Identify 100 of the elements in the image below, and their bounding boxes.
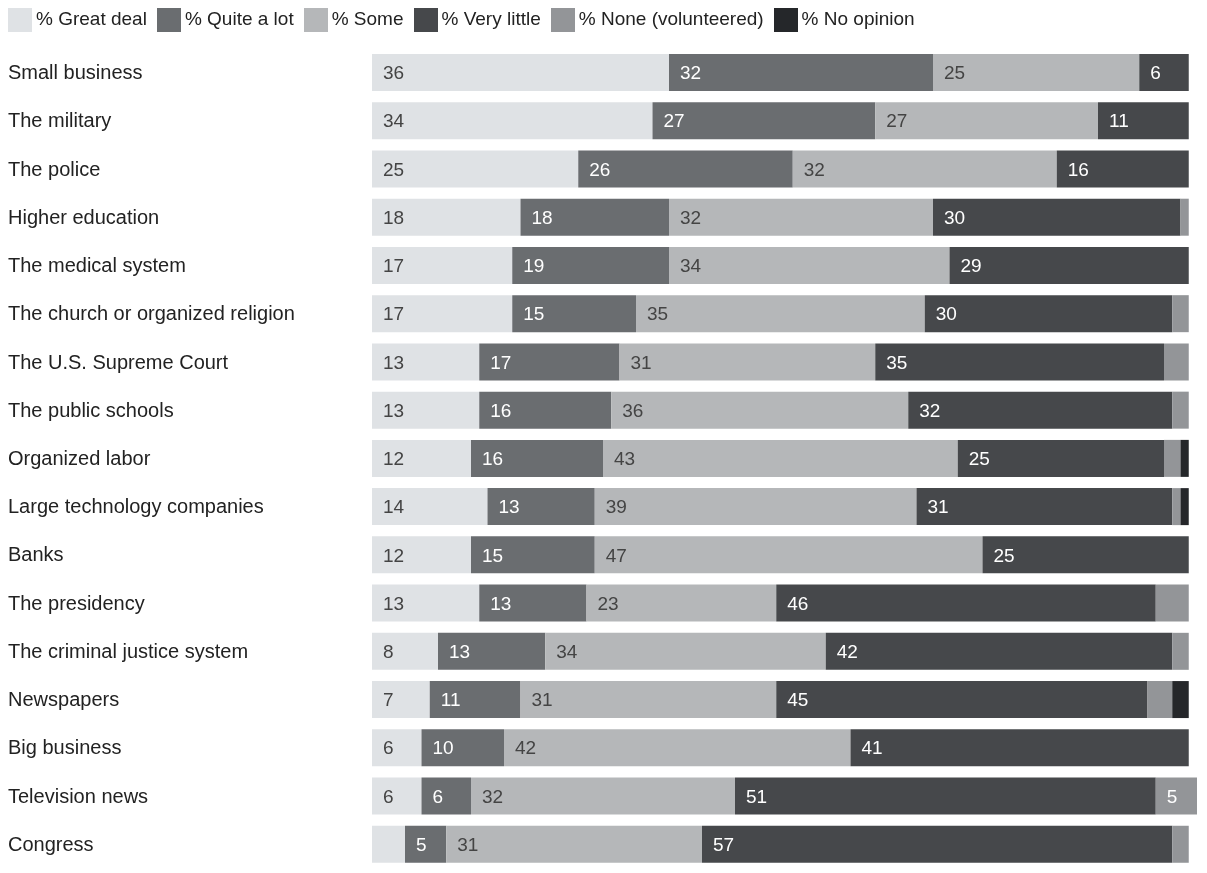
bar: [372, 54, 669, 91]
data-label: 23: [597, 592, 619, 614]
data-label: 17: [383, 303, 405, 325]
data-label: 16: [482, 448, 504, 470]
bar: [636, 295, 925, 333]
bar: [372, 536, 471, 574]
bar: [924, 295, 1173, 333]
bar: [933, 54, 1140, 91]
legend-label: % None (volunteered): [578, 8, 764, 30]
y-tick-label: The church or organized religion: [8, 302, 295, 325]
bar: [669, 246, 950, 284]
y-tick-label: Small business: [8, 61, 143, 84]
y-tick-label: Television news: [8, 784, 149, 807]
data-label: 35: [647, 303, 669, 325]
data-label: 27: [886, 110, 908, 132]
data-label: 6: [383, 737, 394, 759]
data-label: 36: [622, 399, 644, 421]
bar: [586, 584, 777, 622]
y-tick-label: The police: [8, 157, 101, 180]
bar: [933, 198, 1181, 236]
bar: [405, 825, 447, 863]
data-label: 26: [589, 158, 611, 180]
data-label: 6: [432, 785, 444, 807]
bar: [1172, 295, 1189, 333]
y-tick-label: The criminal justice system: [8, 639, 249, 662]
data-label: 15: [482, 544, 504, 566]
data-label: 17: [490, 351, 512, 373]
bar: [479, 343, 620, 381]
y-tick-label: The public schools: [8, 398, 174, 421]
data-label: 16: [1067, 158, 1089, 180]
bar: [1155, 584, 1189, 622]
y-tick-label: Organized labor: [8, 447, 151, 469]
bar: [669, 54, 933, 91]
bar: [1056, 150, 1189, 188]
data-label: 16: [490, 399, 512, 421]
bar: [1172, 632, 1189, 670]
data-label: 8: [383, 640, 394, 662]
bar: [429, 681, 521, 719]
data-label: 32: [680, 206, 702, 228]
y-tick-label: The military: [8, 109, 112, 132]
bar: [735, 777, 1156, 815]
bar: [1180, 439, 1189, 477]
bar: [372, 343, 480, 381]
data-label: 32: [919, 399, 941, 421]
bar: [479, 584, 587, 622]
data-label: 18: [383, 206, 405, 228]
bar: [1180, 488, 1189, 526]
bar: [372, 439, 471, 477]
data-label: 34: [383, 110, 405, 132]
bar: [372, 295, 513, 333]
data-label: 14: [383, 496, 405, 518]
data-label: 29: [960, 255, 982, 277]
y-tick-label: Big business: [8, 736, 122, 759]
data-label: 5: [416, 833, 427, 855]
data-label: 31: [457, 833, 479, 855]
bar: [372, 246, 513, 284]
data-label: 25: [993, 544, 1015, 566]
data-label: 42: [836, 640, 858, 662]
data-label: 7: [383, 689, 394, 711]
bar: [421, 729, 504, 767]
data-label: 27: [663, 110, 685, 132]
data-label: 11: [440, 689, 461, 711]
data-label: 19: [523, 255, 545, 277]
bar: [908, 391, 1173, 429]
bar: [1172, 825, 1189, 863]
bar: [1172, 488, 1181, 526]
data-label: 51: [746, 785, 768, 807]
bar: [471, 439, 603, 477]
bar: [594, 536, 983, 574]
bar: [1155, 777, 1197, 815]
legend-label: % Some: [331, 8, 404, 30]
bar: [916, 488, 1173, 526]
bar: [520, 681, 777, 719]
bar: [372, 584, 480, 622]
data-label: 32: [680, 62, 702, 84]
data-label: 31: [927, 496, 949, 518]
bar: [479, 391, 612, 429]
data-label: 31: [630, 351, 652, 373]
bar: [776, 681, 1148, 719]
legend-label: % No opinion: [801, 8, 915, 30]
bar: [652, 102, 876, 140]
bar: [982, 536, 1189, 574]
bar: [619, 343, 876, 381]
bar: [372, 102, 653, 140]
bar: [792, 150, 1057, 188]
bar: [1147, 681, 1173, 719]
bar: [438, 632, 546, 670]
y-tick-label: Large technology companies: [8, 495, 264, 518]
data-label: 25: [968, 448, 990, 470]
bar: [545, 632, 826, 670]
data-label: 30: [944, 206, 966, 228]
bar: [372, 488, 488, 526]
data-label: 13: [449, 640, 471, 662]
bar: [512, 295, 636, 333]
data-label: 6: [1150, 62, 1161, 84]
data-label: 25: [944, 62, 966, 84]
bar: [372, 198, 521, 236]
bar: [669, 198, 933, 236]
y-tick-label: Higher education: [8, 205, 160, 228]
bar: [594, 488, 917, 526]
